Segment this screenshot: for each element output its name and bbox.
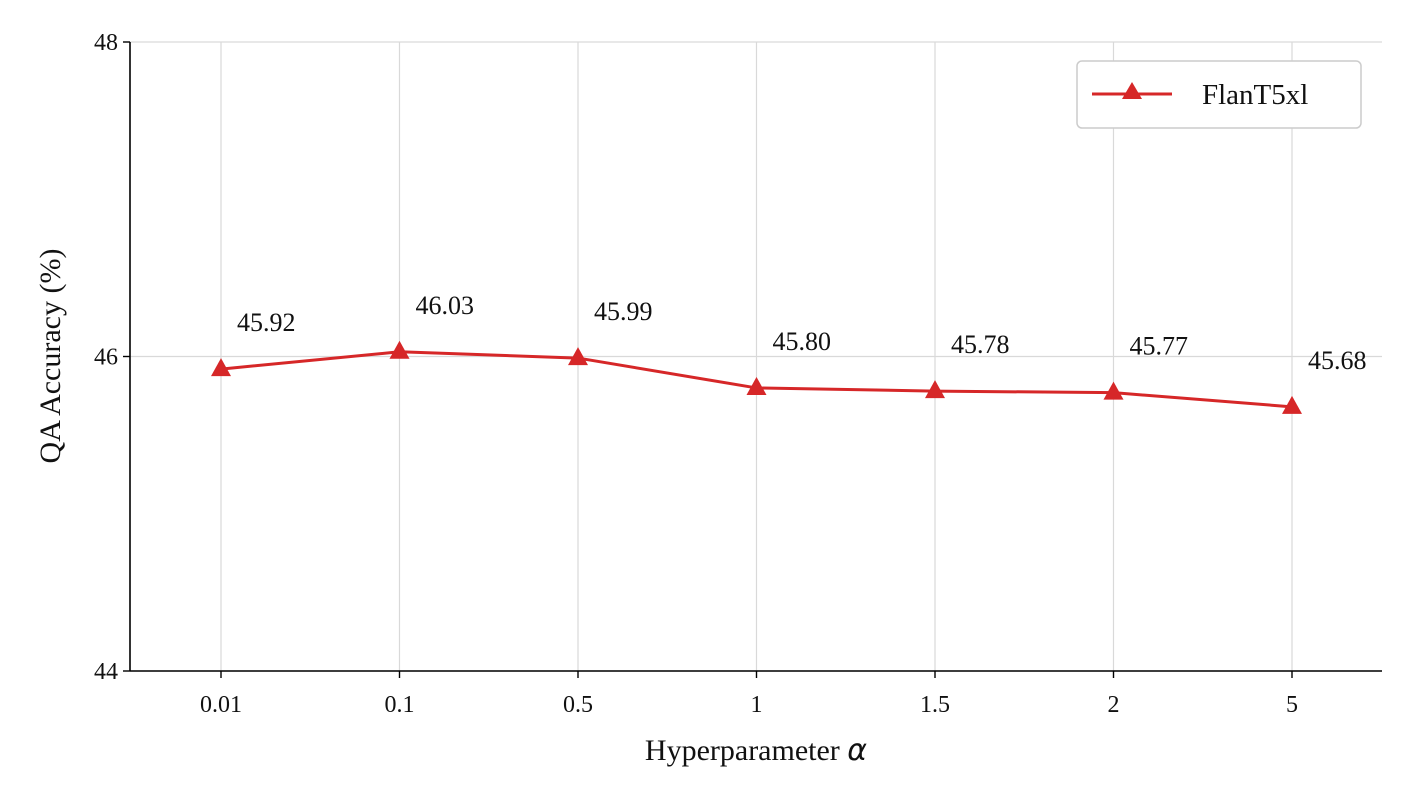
legend-label: FlanT5xl xyxy=(1202,79,1308,111)
data-point-marker xyxy=(211,358,231,377)
y-tick-label: 46 xyxy=(94,345,118,371)
data-label: 45.78 xyxy=(951,330,1010,359)
data-label: 45.77 xyxy=(1130,332,1189,361)
legend-marker xyxy=(1122,82,1142,99)
x-ticks: 0.01 0.1 0.5 1 1.5 2 5 xyxy=(200,671,1298,718)
x-axis-title-text: Hyperparameter xyxy=(645,734,847,767)
data-label: 45.92 xyxy=(237,308,296,337)
y-axis-title: QA Accuracy (%) xyxy=(34,249,67,464)
data-labels: 45.92 46.03 45.99 45.80 45.78 45.77 45.68 xyxy=(237,291,1367,375)
series-layer xyxy=(211,340,1302,414)
x-tick-label: 1 xyxy=(751,692,763,718)
x-tick-label: 2 xyxy=(1108,692,1120,718)
data-label: 45.68 xyxy=(1308,346,1367,375)
legend-box xyxy=(1076,60,1362,129)
legend: FlanT5xl xyxy=(1076,60,1362,129)
y-ticks: 44 46 48 xyxy=(94,30,130,685)
gridlines xyxy=(130,41,1382,672)
data-point-marker xyxy=(568,347,588,366)
data-point-marker xyxy=(1103,381,1124,400)
data-point-marker xyxy=(389,340,410,359)
x-tick-label: 0.1 xyxy=(385,692,415,718)
x-axis-title: Hyperparameter α xyxy=(645,733,867,768)
data-label: 45.99 xyxy=(594,297,653,326)
data-label: 46.03 xyxy=(416,291,475,320)
y-tick-label: 44 xyxy=(94,659,118,685)
data-point-marker xyxy=(1282,395,1302,414)
x-tick-label: 5 xyxy=(1286,692,1298,718)
x-axis-title-symbol: α xyxy=(847,733,867,768)
x-tick-label: 0.5 xyxy=(563,692,593,718)
x-tick-label: 0.01 xyxy=(200,692,242,718)
data-label: 45.80 xyxy=(773,327,832,356)
data-point-marker xyxy=(746,376,767,395)
y-tick-label: 48 xyxy=(94,30,118,56)
data-point-marker xyxy=(925,380,945,399)
x-tick-label: 1.5 xyxy=(920,692,950,718)
